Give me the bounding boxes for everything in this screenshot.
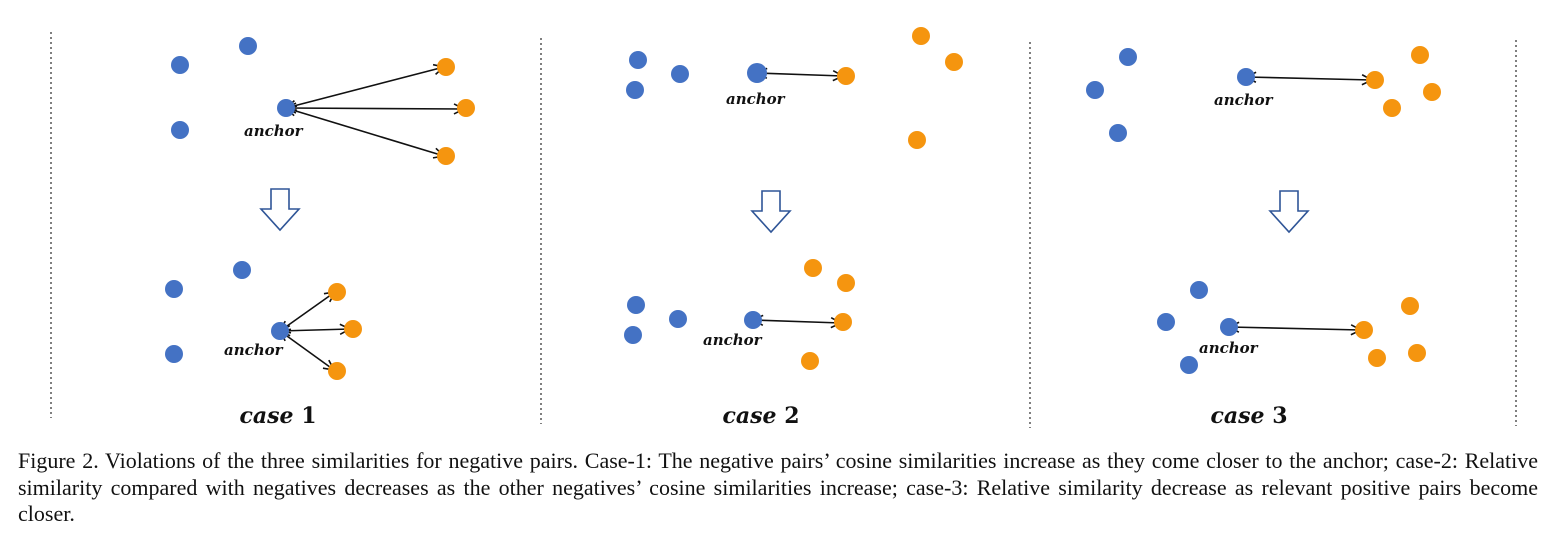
positive-point — [626, 81, 644, 99]
arrow-anchor-negative — [280, 331, 334, 370]
positive-point — [1180, 356, 1198, 374]
anchor-label: anchor — [224, 341, 284, 359]
case-label-word: case — [239, 403, 294, 429]
dividers — [50, 32, 1517, 428]
positive-point — [1109, 124, 1127, 142]
negative-point — [837, 274, 855, 292]
anchor-point — [1237, 68, 1255, 86]
negative-point — [804, 259, 822, 277]
case-2-before: anchor — [626, 27, 963, 149]
case-2-label: case 2 — [661, 403, 861, 429]
case-label-number: 2 — [784, 403, 800, 429]
down-arrow-icon — [259, 188, 301, 232]
negative-point — [834, 313, 852, 331]
anchor-label: anchor — [1214, 91, 1274, 109]
case-1-panel: anchor anchor — [165, 37, 475, 380]
positive-point — [1086, 81, 1104, 99]
arrow-anchor-negative — [286, 108, 464, 109]
positive-point — [171, 56, 189, 74]
case-label-number: 3 — [1272, 403, 1288, 429]
positive-point — [165, 280, 183, 298]
negative-point — [1383, 99, 1401, 117]
figure-diagram: anchor anchor — [50, 27, 1517, 428]
negative-point — [908, 131, 926, 149]
negative-point — [1423, 83, 1441, 101]
down-arrow-icon — [1268, 190, 1310, 234]
negative-point — [328, 283, 346, 301]
negative-point — [912, 27, 930, 45]
case-1-before: anchor — [171, 37, 475, 165]
down-arrow-icon — [750, 190, 792, 234]
arrow-anchor-negative — [757, 73, 843, 76]
negative-point — [1411, 46, 1429, 64]
negative-point — [457, 99, 475, 117]
arrow-anchor-negative — [1229, 327, 1361, 330]
case-label-word: case — [1210, 403, 1265, 429]
anchor-point — [1220, 318, 1238, 336]
case-1-after: anchor — [165, 261, 362, 380]
negative-point — [437, 58, 455, 76]
anchor-point — [271, 322, 289, 340]
positive-point — [233, 261, 251, 279]
positive-point — [671, 65, 689, 83]
figure-caption: Figure 2. Violations of the three simila… — [18, 448, 1538, 526]
negative-point — [344, 320, 362, 338]
arrow-anchor-negative — [280, 292, 335, 331]
arrow-anchor-negative — [286, 67, 444, 108]
positive-point — [669, 310, 687, 328]
negative-point — [945, 53, 963, 71]
positive-point — [165, 345, 183, 363]
anchor-label: anchor — [726, 90, 786, 108]
positive-point — [239, 37, 257, 55]
anchor-point — [277, 99, 295, 117]
anchor-point — [747, 63, 767, 83]
anchor-label: anchor — [1199, 339, 1259, 357]
negative-point — [1401, 297, 1419, 315]
negative-point — [1408, 344, 1426, 362]
arrow-anchor-negative — [280, 329, 350, 331]
negative-point — [1355, 321, 1373, 339]
positive-point — [1157, 313, 1175, 331]
negative-point — [437, 147, 455, 165]
case-2-panel: anchor anchor — [624, 27, 963, 370]
arrow-anchor-negative — [1246, 77, 1372, 80]
positive-point — [624, 326, 642, 344]
positive-point — [629, 51, 647, 69]
case-label-word: case — [722, 403, 777, 429]
positive-point — [171, 121, 189, 139]
case-3-after: anchor — [1157, 281, 1426, 374]
case-3-label: case 3 — [1149, 403, 1349, 429]
anchor-point — [744, 311, 762, 329]
negative-point — [328, 362, 346, 380]
anchor-label: anchor — [703, 331, 763, 349]
case-1-label: case 1 — [178, 403, 378, 429]
negative-point — [837, 67, 855, 85]
positive-point — [1190, 281, 1208, 299]
positive-point — [1119, 48, 1137, 66]
arrow-anchor-negative — [286, 108, 444, 156]
anchor-label: anchor — [244, 122, 304, 140]
negative-point — [801, 352, 819, 370]
case-label-number: 1 — [301, 403, 317, 429]
case-3-before: anchor — [1086, 46, 1441, 142]
case-3-panel: anchor anchor — [1086, 46, 1441, 374]
case-2-after: anchor — [624, 259, 855, 370]
positive-point — [627, 296, 645, 314]
arrow-anchor-negative — [753, 320, 841, 323]
negative-point — [1368, 349, 1386, 367]
negative-point — [1366, 71, 1384, 89]
